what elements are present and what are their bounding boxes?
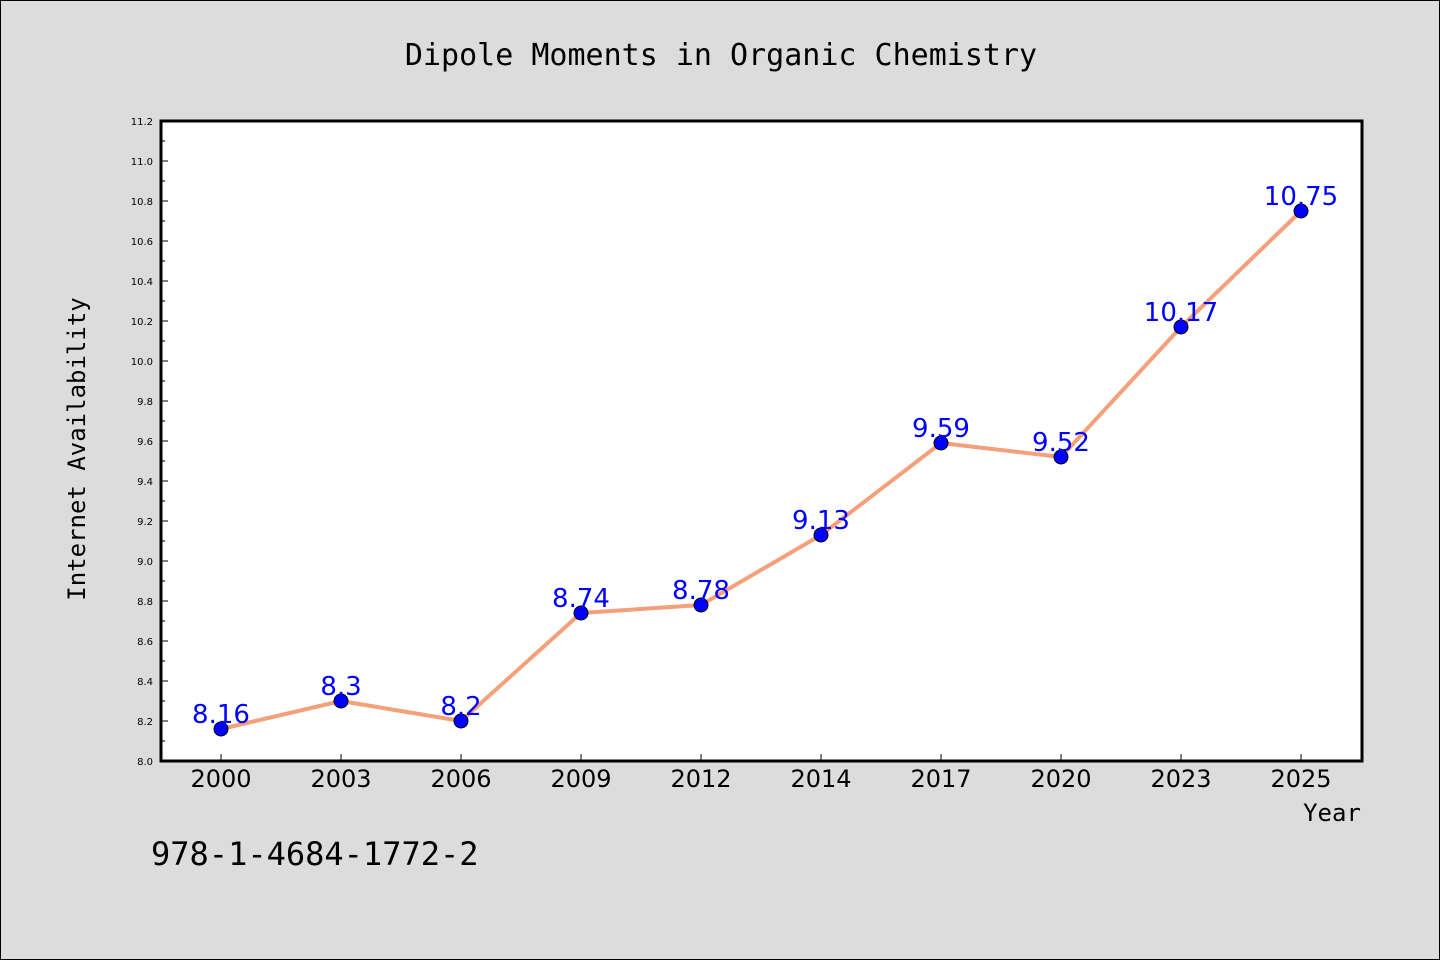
data-point xyxy=(213,721,229,737)
y-tick-label: 8.0 xyxy=(137,757,153,768)
series-line xyxy=(220,209,1303,731)
y-tick-label: 8.4 xyxy=(137,677,153,688)
y-axis-label: Internet Availability xyxy=(63,297,91,600)
x-tick-label: 2025 xyxy=(1270,765,1331,793)
data-label: 8.74 xyxy=(552,584,610,614)
data-label: 8.78 xyxy=(672,576,730,606)
x-tick-label: 2003 xyxy=(310,765,371,793)
data-point xyxy=(933,435,949,451)
data-point xyxy=(1293,203,1309,219)
y-axis: 8.0 8.2 8.4 8.6 8.8 9.0 9.2 9.4 9.6 9.8 10.0 10.2 10… xyxy=(131,117,168,768)
data-point xyxy=(1053,449,1069,465)
chart-title: Dipole Moments in Organic Chemistry xyxy=(405,38,1037,73)
y-tick-label: 9.8 xyxy=(137,397,153,408)
x-axis: 2000 2003 2006 2009 2012 2014 2017 2020 2023 2025 xyxy=(190,754,1332,793)
x-tick-label: 2000 xyxy=(190,765,251,793)
x-tick-label: 2020 xyxy=(1030,765,1091,793)
y-tick-label: 9.6 xyxy=(137,437,153,448)
y-tick-label: 10.2 xyxy=(131,317,153,328)
y-tick-label: 11.0 xyxy=(131,157,153,168)
data-label: 8.16 xyxy=(192,700,250,730)
data-label: 9.59 xyxy=(912,414,970,444)
x-tick-label: 2012 xyxy=(670,765,731,793)
data-point xyxy=(453,713,469,729)
data-point xyxy=(333,693,349,709)
data-label: 10.17 xyxy=(1144,298,1218,328)
y-tick-label: 9.4 xyxy=(137,477,153,488)
isbn-text: 978-1-4684-1772-2 xyxy=(151,835,479,873)
y-tick-label: 10.6 xyxy=(131,237,153,248)
x-tick-label: 2014 xyxy=(790,765,851,793)
x-axis-label: Year xyxy=(1303,799,1361,827)
x-tick-label: 2006 xyxy=(430,765,491,793)
series-layer: 8.16 8.3 8.2 8.74 8.78 9.13 9.59 9.52 10.17 10.75 xyxy=(192,182,1338,737)
data-label: 9.52 xyxy=(1032,428,1090,458)
y-tick-label: 10.0 xyxy=(131,357,153,368)
plot-area xyxy=(159,119,1364,763)
y-tick-label: 8.6 xyxy=(137,637,153,648)
data-point xyxy=(813,527,829,543)
x-tick-label: 2023 xyxy=(1150,765,1211,793)
y-tick-label: 11.2 xyxy=(131,117,153,128)
y-tick-label: 10.4 xyxy=(131,277,153,288)
y-tick-label: 9.0 xyxy=(137,557,153,568)
data-label: 8.2 xyxy=(440,692,481,722)
x-tick-label: 2009 xyxy=(550,765,611,793)
data-point xyxy=(573,605,589,621)
y-tick-label: 10.8 xyxy=(131,197,153,208)
data-label: 8.3 xyxy=(320,672,361,702)
data-label: 10.75 xyxy=(1264,182,1338,212)
y-tick-label: 9.2 xyxy=(137,517,153,528)
y-tick-label: 8.8 xyxy=(137,597,153,608)
x-tick-label: 2017 xyxy=(910,765,971,793)
y-tick-label: 8.2 xyxy=(137,717,153,728)
data-point xyxy=(1173,319,1189,335)
data-label: 9.13 xyxy=(792,506,850,536)
data-point xyxy=(693,597,709,613)
